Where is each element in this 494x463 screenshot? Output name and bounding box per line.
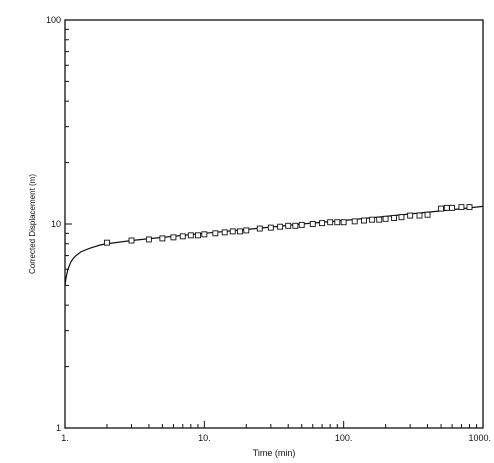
data-point [443,204,450,211]
data-point [277,223,284,230]
y-axis-ticks: 1 10 100 [46,15,72,433]
data-point [369,216,376,223]
data-point [424,211,431,218]
data-point [145,236,152,243]
observed-points-layer [103,204,473,246]
data-point [298,221,305,228]
data-point [319,220,326,227]
data-point [376,216,383,223]
data-point [382,215,389,222]
y-axis-label: Corrected Displacement (m) [28,174,37,274]
data-point [179,233,186,240]
x-tick-label: 1000. [468,433,491,443]
y-tick-label: 1 [56,423,61,433]
data-point [416,212,423,219]
data-point [398,214,405,221]
x-tick-label: 100. [335,433,353,443]
data-point [361,217,367,224]
data-point [391,215,398,221]
data-point [267,224,274,231]
x-tick-label: 10. [198,433,211,443]
data-point [292,222,299,229]
data-point [229,228,236,235]
data-point [449,204,456,211]
data-point [103,239,110,246]
data-point [201,231,208,238]
data-point [466,204,473,211]
x-tick-label: 1. [61,433,69,443]
y-tick-label: 10 [51,219,61,229]
data-point [407,212,414,219]
data-point [438,205,445,212]
data-point [221,229,228,236]
data-point [170,234,177,241]
data-point [351,218,358,225]
data-point [243,227,250,234]
data-point [458,204,465,211]
data-point [128,237,135,244]
data-point [285,222,292,229]
data-point [236,228,243,235]
data-point [340,219,347,226]
y-tick-label: 100 [46,15,61,25]
data-point [256,225,263,232]
data-point [334,219,341,226]
data-point [159,235,166,242]
data-point [327,219,334,226]
x-axis-label: Time (min) [253,448,296,458]
plot-area [64,19,484,429]
data-point [212,230,219,237]
data-point [195,232,201,239]
x-axis-ticks: 1. 10. 100. 1000. [61,421,491,443]
data-point [309,221,316,227]
data-point [187,232,194,239]
